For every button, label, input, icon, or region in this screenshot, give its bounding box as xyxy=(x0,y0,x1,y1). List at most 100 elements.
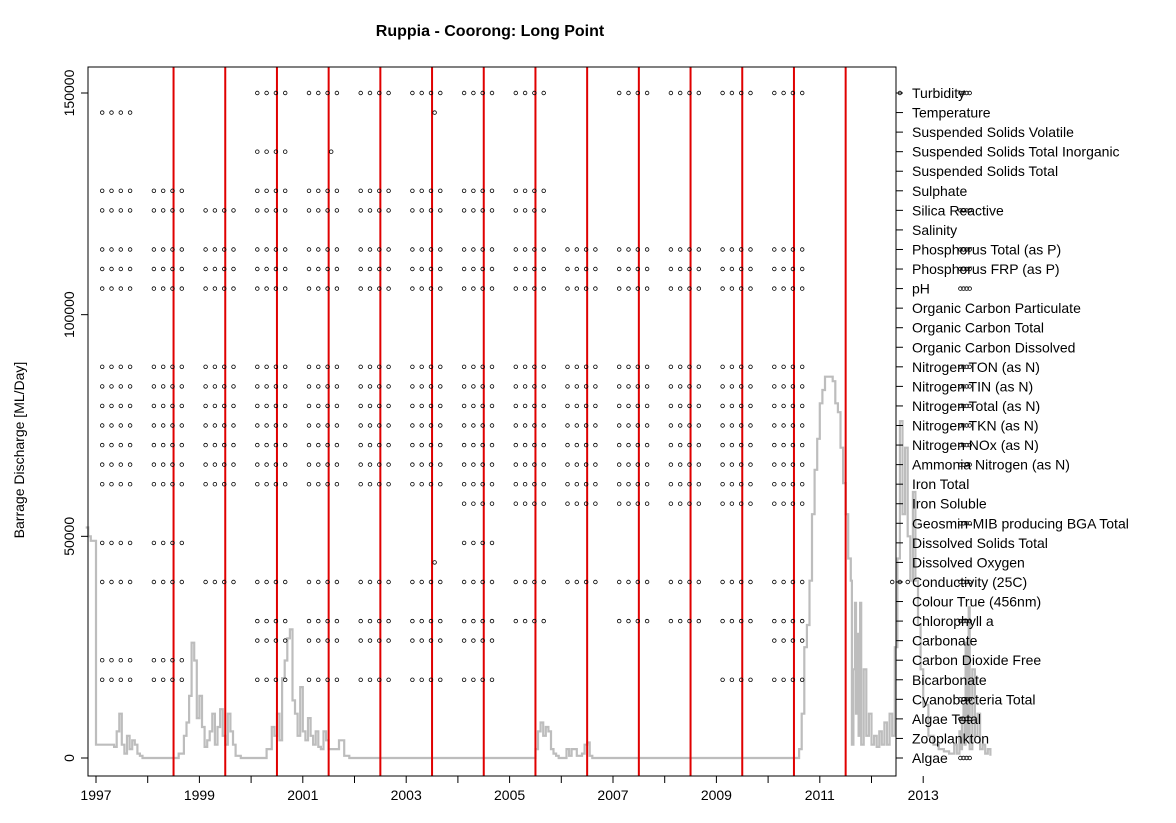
sample-dot xyxy=(541,442,546,448)
sample-dot xyxy=(635,501,640,506)
sample-dot xyxy=(967,384,972,389)
sample-dot xyxy=(522,364,528,369)
sample-dot xyxy=(99,403,105,409)
sample-dot xyxy=(255,208,260,213)
sample-dot xyxy=(231,247,236,252)
sample-dot xyxy=(428,618,434,624)
sample-dot xyxy=(471,247,476,252)
sample-dot xyxy=(438,188,443,193)
sample-dot xyxy=(179,247,184,252)
sample-dot xyxy=(179,403,184,409)
sample-dot xyxy=(325,423,330,428)
sample-dot xyxy=(461,501,467,506)
sample-dot xyxy=(212,266,218,272)
sample-dot xyxy=(334,364,340,369)
sample-dot xyxy=(428,90,434,96)
sample-dot xyxy=(377,677,382,682)
sample-dot xyxy=(386,423,391,428)
sample-dot xyxy=(532,90,537,96)
sample-dot xyxy=(964,579,969,585)
sample-dot xyxy=(273,149,279,154)
sample-dot xyxy=(574,403,579,409)
sample-dot xyxy=(668,384,674,389)
sample-dot xyxy=(358,579,363,585)
x-tick-label: 2007 xyxy=(597,787,628,803)
sample-dot xyxy=(386,90,391,96)
sample-dot xyxy=(790,618,796,624)
sample-dot xyxy=(170,266,175,272)
sample-dot xyxy=(635,423,640,428)
sample-dot xyxy=(541,482,546,487)
sample-dot xyxy=(781,677,786,682)
sample-dot xyxy=(151,677,157,682)
sample-dot xyxy=(461,188,467,193)
sample-dot xyxy=(729,286,735,291)
sample-dot xyxy=(160,247,166,252)
sample-dot xyxy=(574,462,579,467)
sample-dot xyxy=(678,90,683,96)
sample-dot xyxy=(264,286,269,291)
sample-dot xyxy=(151,247,157,252)
sample-dot xyxy=(179,423,184,428)
sample-dot xyxy=(720,482,725,487)
sample-dot xyxy=(800,423,805,428)
sample-dot xyxy=(480,403,485,409)
right-axis-label: Sulphate xyxy=(912,183,967,199)
sample-dot xyxy=(617,618,622,624)
right-axis-label: Ammonia Nitrogen (as N) xyxy=(912,457,1070,473)
sample-dot xyxy=(160,208,166,213)
sample-dot xyxy=(772,579,777,585)
sample-dot xyxy=(790,247,796,252)
sample-dot xyxy=(781,384,786,389)
sample-dot xyxy=(678,579,683,585)
sample-dot xyxy=(626,90,631,96)
sample-dot xyxy=(428,462,434,467)
sample-dot xyxy=(255,266,260,272)
sample-dot xyxy=(203,579,208,585)
right-axis-label: Suspended Solids Volatile xyxy=(912,124,1074,140)
sample-dot xyxy=(565,501,570,506)
sample-dot xyxy=(532,482,537,487)
right-axis-label: Nitrogen Total (as N) xyxy=(912,398,1040,414)
sample-dot xyxy=(593,462,598,467)
sample-dot xyxy=(687,384,692,389)
sample-dot xyxy=(461,462,467,467)
sample-dot xyxy=(480,618,485,624)
sample-dot xyxy=(306,442,312,448)
sample-dot xyxy=(334,638,340,643)
sample-dot xyxy=(255,677,260,682)
sample-dot xyxy=(593,286,598,291)
sample-dot xyxy=(489,286,495,291)
sample-dot xyxy=(160,384,166,389)
sample-dot xyxy=(160,188,166,193)
sample-dot xyxy=(593,247,598,252)
sample-dot xyxy=(541,501,546,506)
sample-dot xyxy=(283,618,288,624)
sample-dot xyxy=(377,442,382,448)
sample-dot xyxy=(118,403,123,409)
sample-dot xyxy=(410,384,415,389)
sample-dot xyxy=(377,188,382,193)
sample-dot xyxy=(696,266,701,272)
sample-dot xyxy=(967,266,972,272)
sample-dot xyxy=(386,462,391,467)
sample-dot xyxy=(593,482,598,487)
sample-dot xyxy=(358,266,363,272)
sample-dot xyxy=(739,384,744,389)
sample-dot xyxy=(964,384,969,389)
sample-dot xyxy=(964,716,969,722)
sample-dot xyxy=(574,364,579,369)
sample-dot xyxy=(231,208,236,213)
sample-dot xyxy=(99,482,105,487)
sample-dot xyxy=(438,677,443,682)
right-axis-label: Dissolved Solids Total xyxy=(912,535,1048,551)
sample-dot xyxy=(480,266,485,272)
sample-dot xyxy=(255,188,260,193)
sample-dot xyxy=(532,188,537,193)
sample-dot xyxy=(358,364,363,369)
sample-dot xyxy=(532,442,537,448)
sample-dot xyxy=(583,403,589,409)
sample-dot xyxy=(696,403,701,409)
sample-dot xyxy=(729,442,735,448)
sample-dot xyxy=(231,403,236,409)
